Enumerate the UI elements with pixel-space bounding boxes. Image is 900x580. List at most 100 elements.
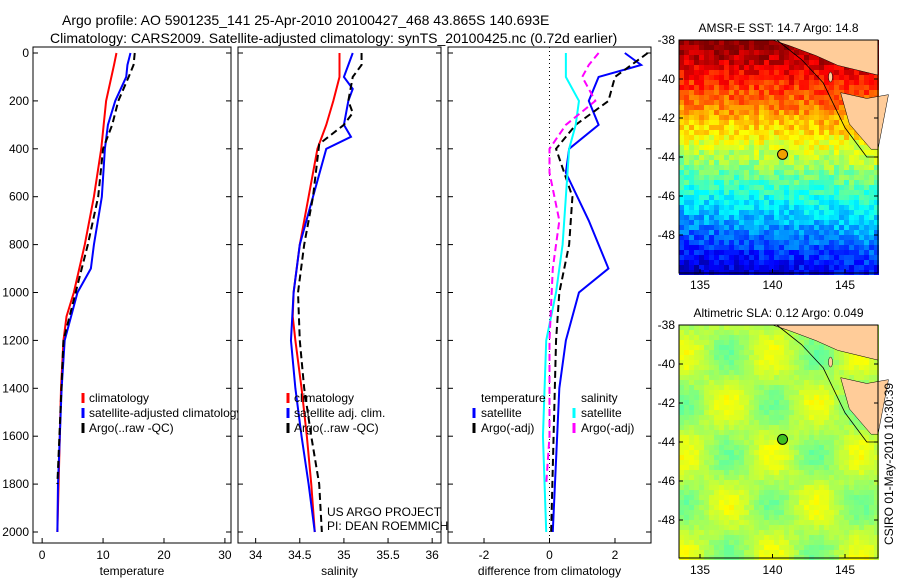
map-cell xyxy=(704,195,709,200)
map-cell xyxy=(734,425,739,430)
map-cell xyxy=(744,135,749,140)
map-cell xyxy=(699,445,704,450)
map-cell xyxy=(714,205,719,210)
map-cell xyxy=(824,90,829,95)
map-cell xyxy=(694,515,699,520)
map-cell xyxy=(804,180,809,185)
map-cell xyxy=(774,165,779,170)
map-cell xyxy=(829,130,834,135)
map-cell xyxy=(724,460,729,465)
map-cell xyxy=(849,255,854,260)
map-cell xyxy=(799,90,804,95)
map-cell xyxy=(779,115,784,120)
map-cell xyxy=(769,430,774,435)
map-cell xyxy=(744,525,749,530)
map-cell xyxy=(779,460,784,465)
map-cell xyxy=(869,230,874,235)
map-cell xyxy=(824,140,829,145)
map-cell xyxy=(864,505,869,510)
y-tick-label: 0 xyxy=(22,46,29,60)
map-cell xyxy=(679,80,684,85)
map-cell xyxy=(834,95,839,100)
map-cell xyxy=(749,365,754,370)
map-cell xyxy=(734,325,739,330)
map-cell xyxy=(679,85,684,90)
map-cell xyxy=(739,340,744,345)
map-cell xyxy=(799,255,804,260)
map-cell xyxy=(769,220,774,225)
map-cell xyxy=(839,255,844,260)
map-cell xyxy=(784,515,789,520)
map-cell xyxy=(784,405,789,410)
map-cell xyxy=(814,55,819,60)
map-cell xyxy=(684,400,689,405)
map-cell xyxy=(749,515,754,520)
y-tick-label: 2000 xyxy=(2,525,29,539)
map-cell xyxy=(714,475,719,480)
map-cell xyxy=(689,245,694,250)
map-cell xyxy=(809,165,814,170)
map-cell xyxy=(699,85,704,90)
map-cell xyxy=(729,260,734,265)
map-cell xyxy=(749,445,754,450)
map-cell xyxy=(759,115,764,120)
map-cell xyxy=(834,540,839,545)
legend-label: Argo(-adj) xyxy=(481,421,534,435)
map-cell xyxy=(689,465,694,470)
map-cell xyxy=(719,155,724,160)
map-cell xyxy=(849,540,854,545)
map-cell xyxy=(779,335,784,340)
map-cell xyxy=(684,220,689,225)
map-cell xyxy=(779,190,784,195)
map-cell xyxy=(704,445,709,450)
map-cell xyxy=(774,175,779,180)
map-cell xyxy=(694,330,699,335)
map-cell xyxy=(874,505,879,510)
map-cell xyxy=(854,160,859,165)
map-cell xyxy=(754,250,759,255)
map-cell xyxy=(804,470,809,475)
map-cell xyxy=(754,340,759,345)
map-cell xyxy=(864,455,869,460)
map-cell xyxy=(854,185,859,190)
map-cell xyxy=(724,215,729,220)
map-cell xyxy=(814,170,819,175)
map-cell xyxy=(854,220,859,225)
map-cell xyxy=(789,465,794,470)
map-cell xyxy=(784,180,789,185)
map-cell xyxy=(824,455,829,460)
map-cell xyxy=(859,205,864,210)
map-cell xyxy=(834,215,839,220)
map-cell xyxy=(859,465,864,470)
map-cell xyxy=(784,525,789,530)
map-cell xyxy=(809,550,814,555)
map-cell xyxy=(699,405,704,410)
map-cell xyxy=(689,90,694,95)
map-cell xyxy=(844,420,849,425)
map-cell xyxy=(714,350,719,355)
map-cell xyxy=(689,40,694,45)
map-cell xyxy=(809,115,814,120)
y-tick-label: -42 xyxy=(658,111,676,125)
map-cell xyxy=(709,360,714,365)
map-cell xyxy=(864,75,869,80)
map-cell xyxy=(764,230,769,235)
map-cell xyxy=(794,405,799,410)
map-cell xyxy=(874,365,879,370)
map-cell xyxy=(859,505,864,510)
map-cell xyxy=(839,90,844,95)
map-cell xyxy=(729,485,734,490)
map-cell xyxy=(849,455,854,460)
map-cell xyxy=(679,385,684,390)
map-cell xyxy=(704,395,709,400)
map-cell xyxy=(844,480,849,485)
map-cell xyxy=(859,140,864,145)
map-cell xyxy=(729,210,734,215)
map-cell xyxy=(759,245,764,250)
map-cell xyxy=(764,460,769,465)
map-cell xyxy=(749,85,754,90)
map-cell xyxy=(779,410,784,415)
map-cell xyxy=(784,210,789,215)
map-cell xyxy=(714,480,719,485)
map-cell xyxy=(849,535,854,540)
